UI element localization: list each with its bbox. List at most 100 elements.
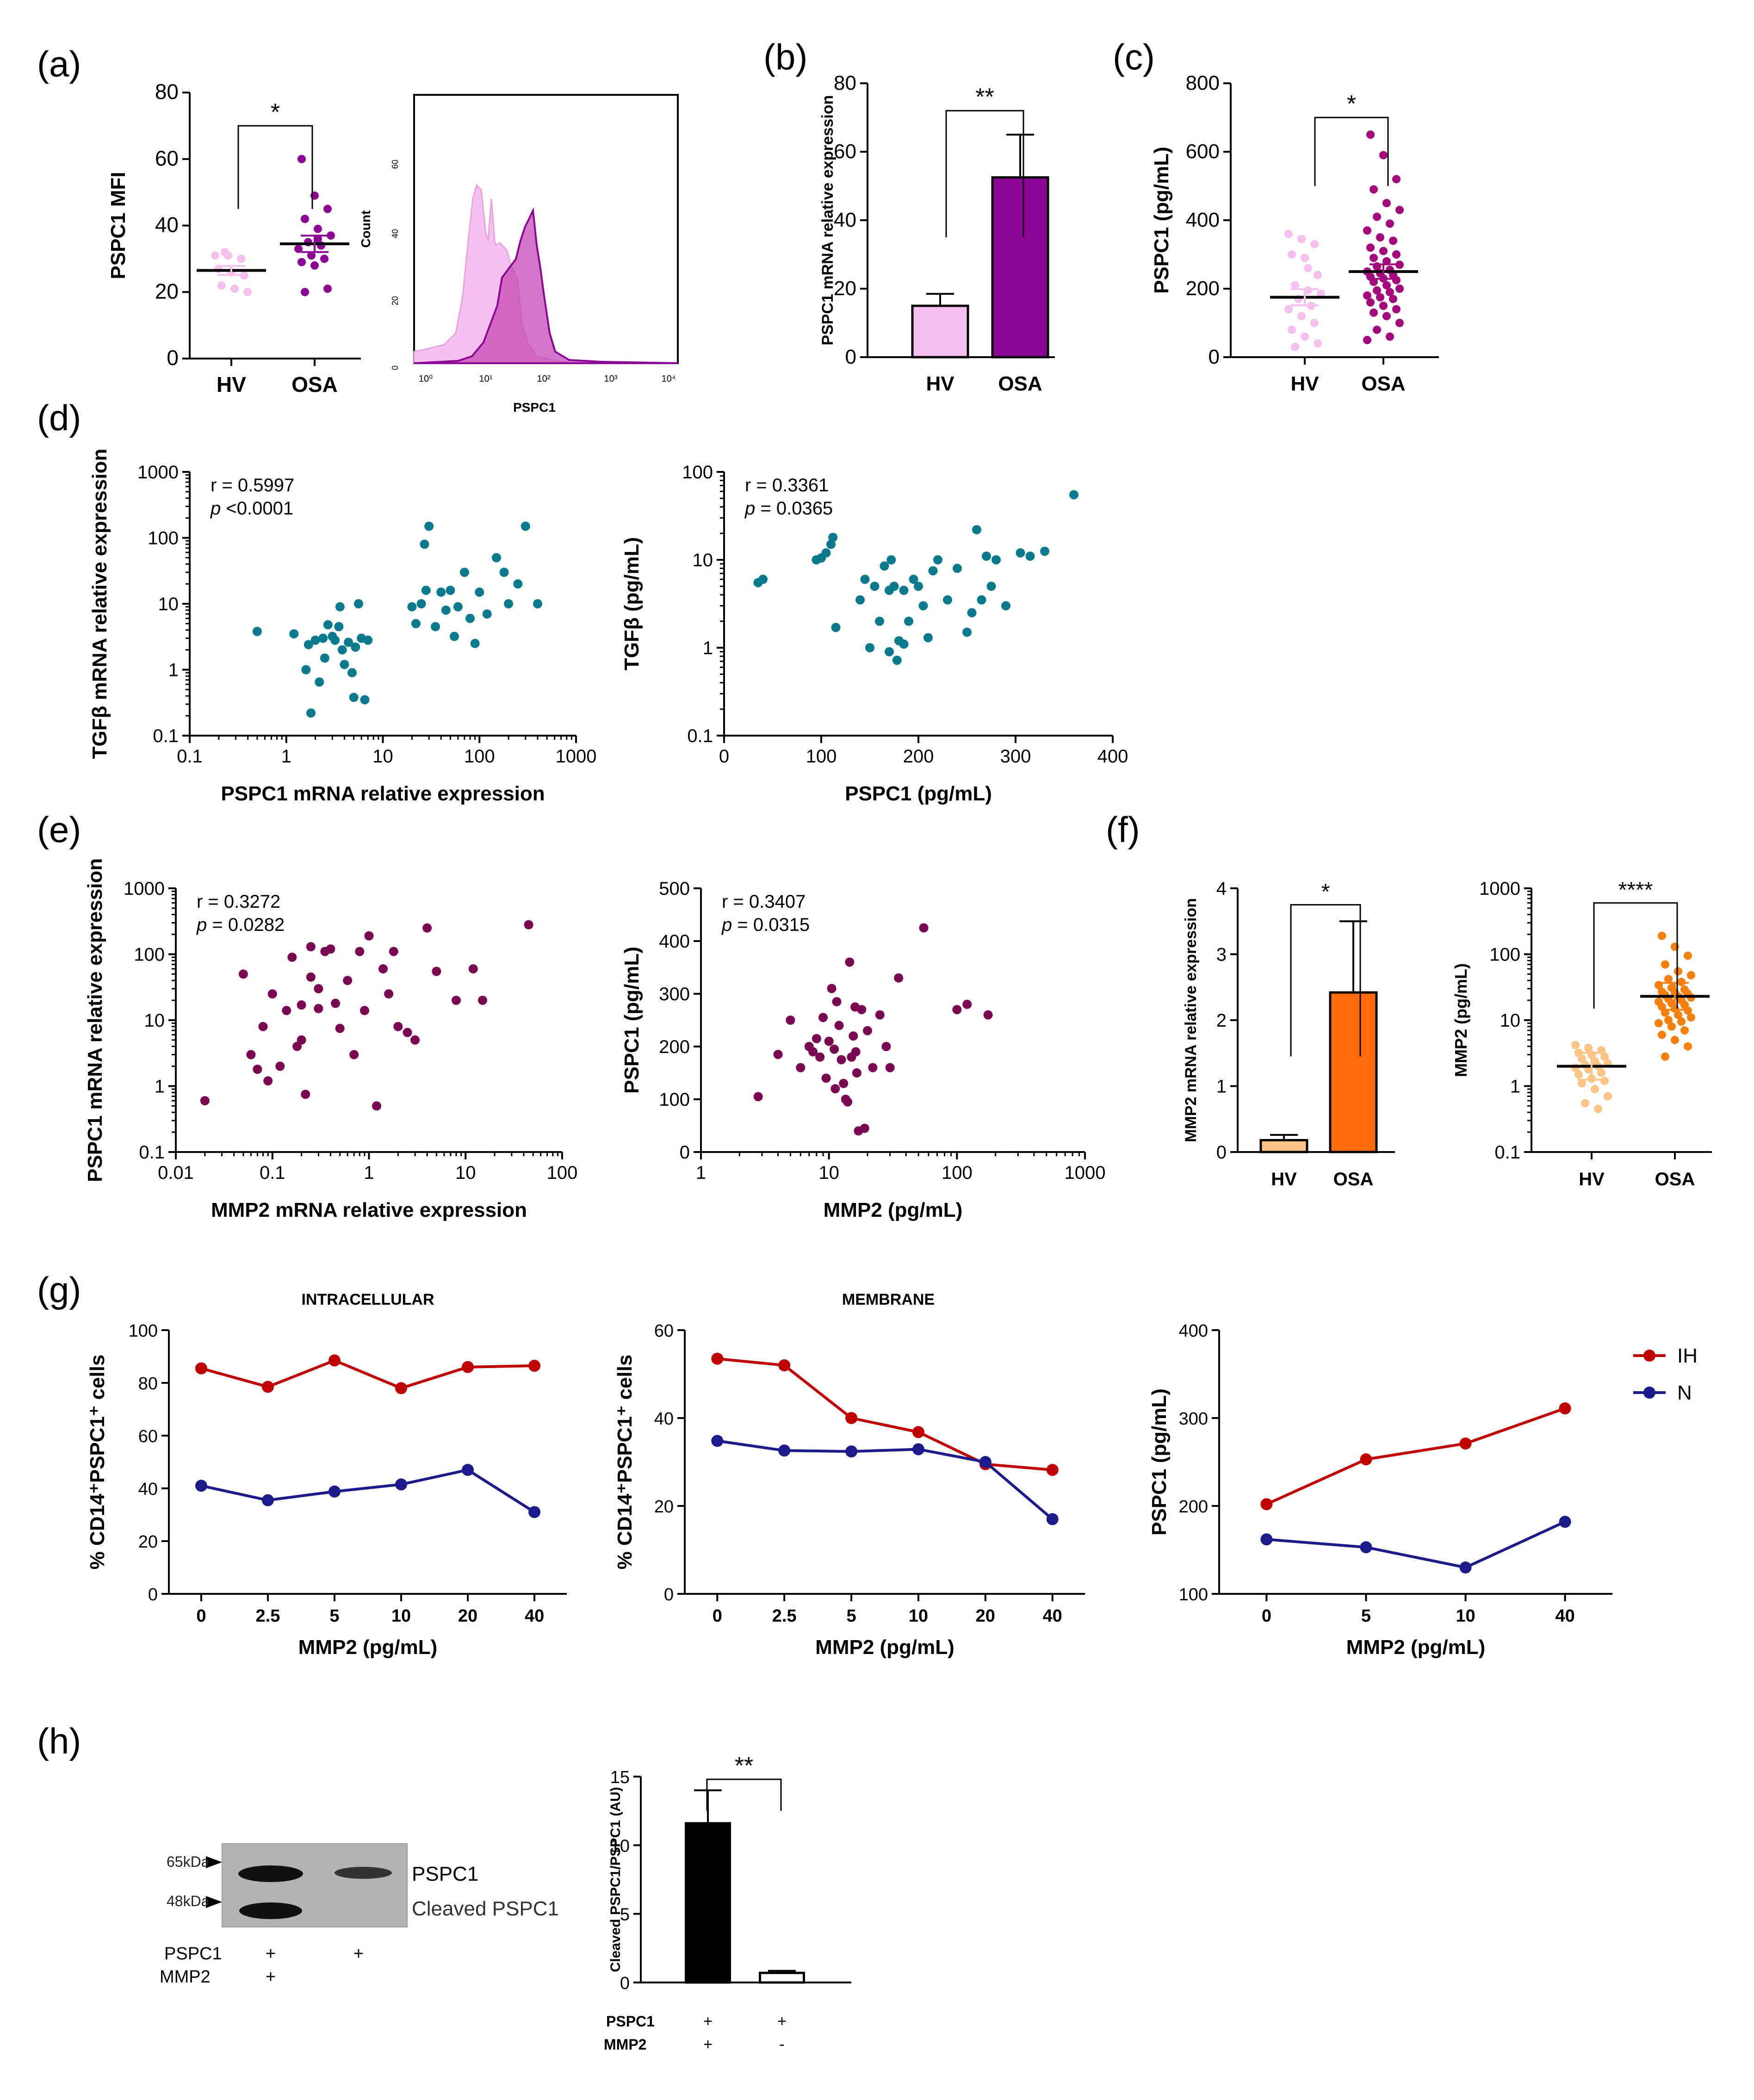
y-tick-label: 0: [167, 346, 179, 370]
data-point-osa: [314, 224, 322, 233]
y-tick-label: 0.1: [153, 726, 179, 746]
data-point: [407, 602, 417, 612]
data-point-osa: [323, 204, 332, 213]
data-point: [909, 575, 918, 584]
x-tick-label: 0: [719, 746, 729, 767]
data-point: [821, 548, 831, 558]
data-point-osa: [1687, 971, 1695, 979]
data-point-osa: [1680, 1026, 1689, 1035]
data-point: [758, 575, 768, 584]
data-point-osa: [1392, 175, 1401, 184]
y-tick-label: 20: [654, 1497, 674, 1517]
y-tick-label: 60: [834, 140, 856, 163]
data-point: [287, 953, 297, 962]
data-point-hv: [1288, 250, 1296, 259]
series-point-ih: [912, 1426, 924, 1438]
data-point: [881, 1042, 891, 1051]
bar-1: [991, 176, 1049, 359]
series-point-ih: [1260, 1498, 1273, 1511]
x-tick-label: 2.5: [772, 1606, 797, 1626]
y-axis-label: PSPC1 (pg/mL): [1148, 1388, 1171, 1536]
series-point-ih: [1046, 1464, 1059, 1476]
data-point-hv: [211, 251, 219, 260]
histogram-xtick-2: 10²: [537, 374, 551, 384]
data-point: [360, 695, 370, 705]
y-tick-label: 1: [155, 1077, 165, 1097]
series-point-n: [711, 1435, 724, 1447]
data-point-osa: [1671, 1035, 1679, 1044]
data-point-osa: [1363, 291, 1371, 300]
histogram-xtick-3: 10³: [604, 374, 618, 384]
data-point-osa: [1376, 233, 1384, 242]
data-point: [492, 553, 502, 563]
data-point: [880, 561, 889, 571]
data-point: [314, 1004, 323, 1013]
data-point: [1016, 548, 1025, 558]
data-point: [986, 582, 996, 591]
panel-label-h: (h): [37, 1721, 81, 1761]
data-point: [849, 1031, 858, 1041]
y-tick-label: 10: [158, 594, 179, 614]
y-tick-label: 0: [664, 1585, 674, 1604]
bar-1: [759, 1971, 805, 1984]
y-tick-label: 40: [155, 213, 179, 237]
data-point-hv: [1578, 1054, 1586, 1063]
category-label: HV: [1579, 1169, 1605, 1189]
data-point-hv: [1297, 312, 1306, 321]
data-point: [904, 616, 913, 626]
chart-g1: 0 20 40 60 80 100 0 2.5 5 10 20 40 % CD14⁺PSPC1⁺ cel…: [86, 1291, 567, 1659]
data-point: [306, 942, 316, 952]
y-tick-label: 0: [148, 1585, 158, 1604]
x-tick-label: 40: [1043, 1606, 1062, 1626]
data-point-hv: [1600, 1077, 1609, 1085]
category-label: OSA: [291, 372, 338, 396]
series-point-ih: [462, 1361, 474, 1373]
y-tick-label: 0: [620, 1974, 630, 1993]
chart-d1: 0.1 1 10 100 1000 0.1 1 10 100 1000 TGFβ mRNA rela…: [88, 449, 596, 805]
legend-label: IH: [1677, 1344, 1698, 1367]
data-point-osa: [1370, 185, 1378, 194]
y-tick-label: 10: [610, 1836, 630, 1856]
y-tick-label: 80: [834, 72, 856, 94]
chart-g3: 100 200 300 400 0 5 10 40 PSPC1 (pg/mL) MMP2 (pg/…: [1148, 1321, 1698, 1659]
data-point: [335, 1023, 345, 1033]
significance-label: *: [271, 99, 280, 126]
p-value: p = 0.0365: [744, 498, 833, 519]
data-point-osa: [1674, 967, 1682, 976]
data-point: [441, 605, 451, 615]
data-point-hv: [221, 248, 229, 256]
data-point: [330, 635, 340, 645]
h-row1-mark: +: [703, 2013, 713, 2030]
data-point: [475, 587, 484, 597]
x-tick-label: 0.01: [158, 1163, 194, 1183]
y-axis-label: % CD14⁺PSPC1⁺ cells: [86, 1355, 109, 1570]
y-tick-label: 100: [129, 1321, 158, 1341]
data-point: [824, 1036, 834, 1046]
h-row1-label: PSPC1: [606, 2013, 655, 2030]
data-point: [865, 643, 874, 652]
data-point-osa: [1655, 981, 1663, 990]
data-point: [436, 587, 446, 597]
data-point: [504, 599, 514, 608]
x-tick-label: 20: [976, 1606, 995, 1626]
data-point: [470, 638, 480, 648]
p-value: p = 0.0282: [196, 915, 285, 935]
x-axis-label: MMP2 (pg/mL): [815, 1636, 954, 1659]
x-axis-label: MMP2 (pg/mL): [298, 1636, 438, 1659]
p-symbol: p: [721, 915, 732, 935]
data-point-hv: [1304, 264, 1312, 273]
data-point-hv: [1604, 1092, 1612, 1101]
data-point: [830, 1044, 839, 1054]
x-tick-label: 0: [713, 1606, 722, 1626]
bar-0: [1259, 1139, 1308, 1153]
data-point-osa: [1661, 1052, 1669, 1061]
data-point-osa: [1664, 1016, 1673, 1024]
data-point: [323, 620, 333, 630]
legend-marker: [1643, 1350, 1655, 1362]
y-tick-label: 0: [845, 346, 856, 368]
data-point: [363, 635, 373, 645]
x-tick-label: 10: [391, 1606, 411, 1626]
data-point-osa: [320, 254, 328, 263]
p-number: = 0.0365: [755, 498, 833, 519]
data-point-hv: [1591, 1085, 1599, 1094]
